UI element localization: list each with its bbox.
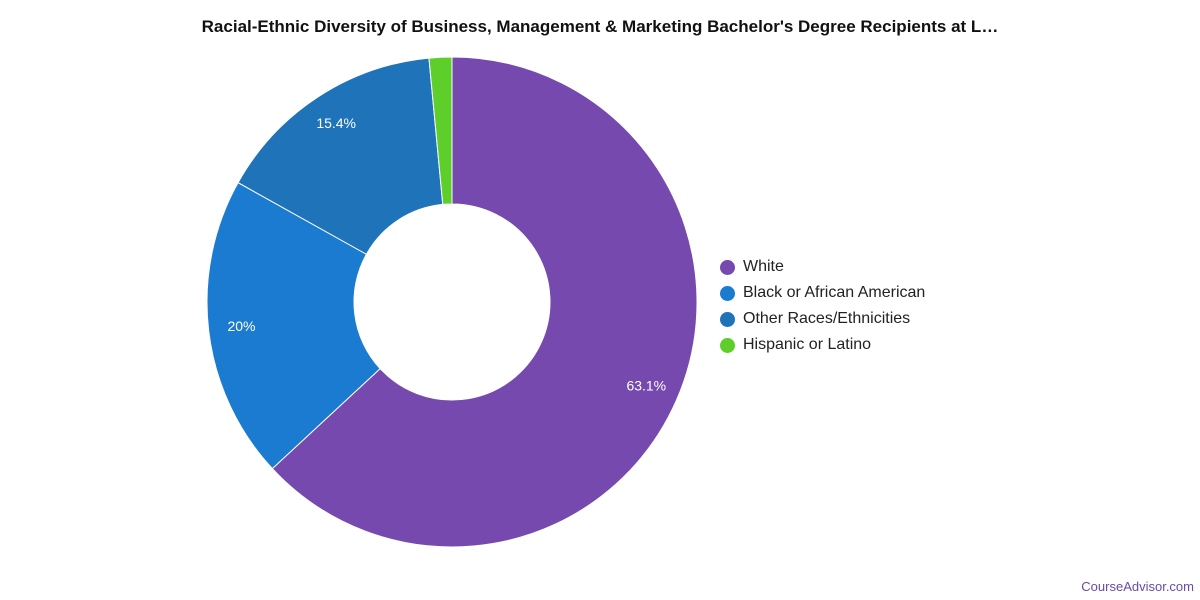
legend-swatch (720, 285, 735, 301)
slice-hispanic-or-latino (428, 56, 453, 205)
legend-item[interactable]: White (720, 254, 925, 280)
chart-title: Racial-Ethnic Diversity of Business, Man… (201, 17, 999, 36)
legend-item[interactable]: Black or African American (720, 280, 925, 306)
slice-labels-group: 63.1% 20% 15.4% (227, 115, 666, 393)
legend-label: Hispanic or Latino (743, 336, 872, 353)
slices-group (206, 56, 698, 548)
legend-item[interactable]: Hispanic or Latino (720, 332, 925, 358)
slice-white (271, 56, 698, 548)
legend-swatch (720, 337, 735, 353)
slice-black-or-african-american (206, 181, 381, 470)
slice-label: 20% (227, 318, 255, 334)
slice-label: 63.1% (626, 378, 666, 394)
watermark: CourseAdvisor.com (1081, 579, 1194, 594)
legend-swatch (720, 259, 735, 275)
legend-label: Other Races/Ethnicities (743, 310, 911, 327)
slice-label: 15.4% (316, 115, 356, 131)
legend: White Black or African American Other Race… (720, 254, 925, 358)
legend-item[interactable]: Other Races/Ethnicities (720, 306, 925, 332)
legend-swatch (720, 311, 735, 327)
slice-other-races-ethnicities (237, 57, 444, 255)
legend-label: Black or African American (743, 284, 926, 301)
legend-label: White (743, 258, 784, 275)
